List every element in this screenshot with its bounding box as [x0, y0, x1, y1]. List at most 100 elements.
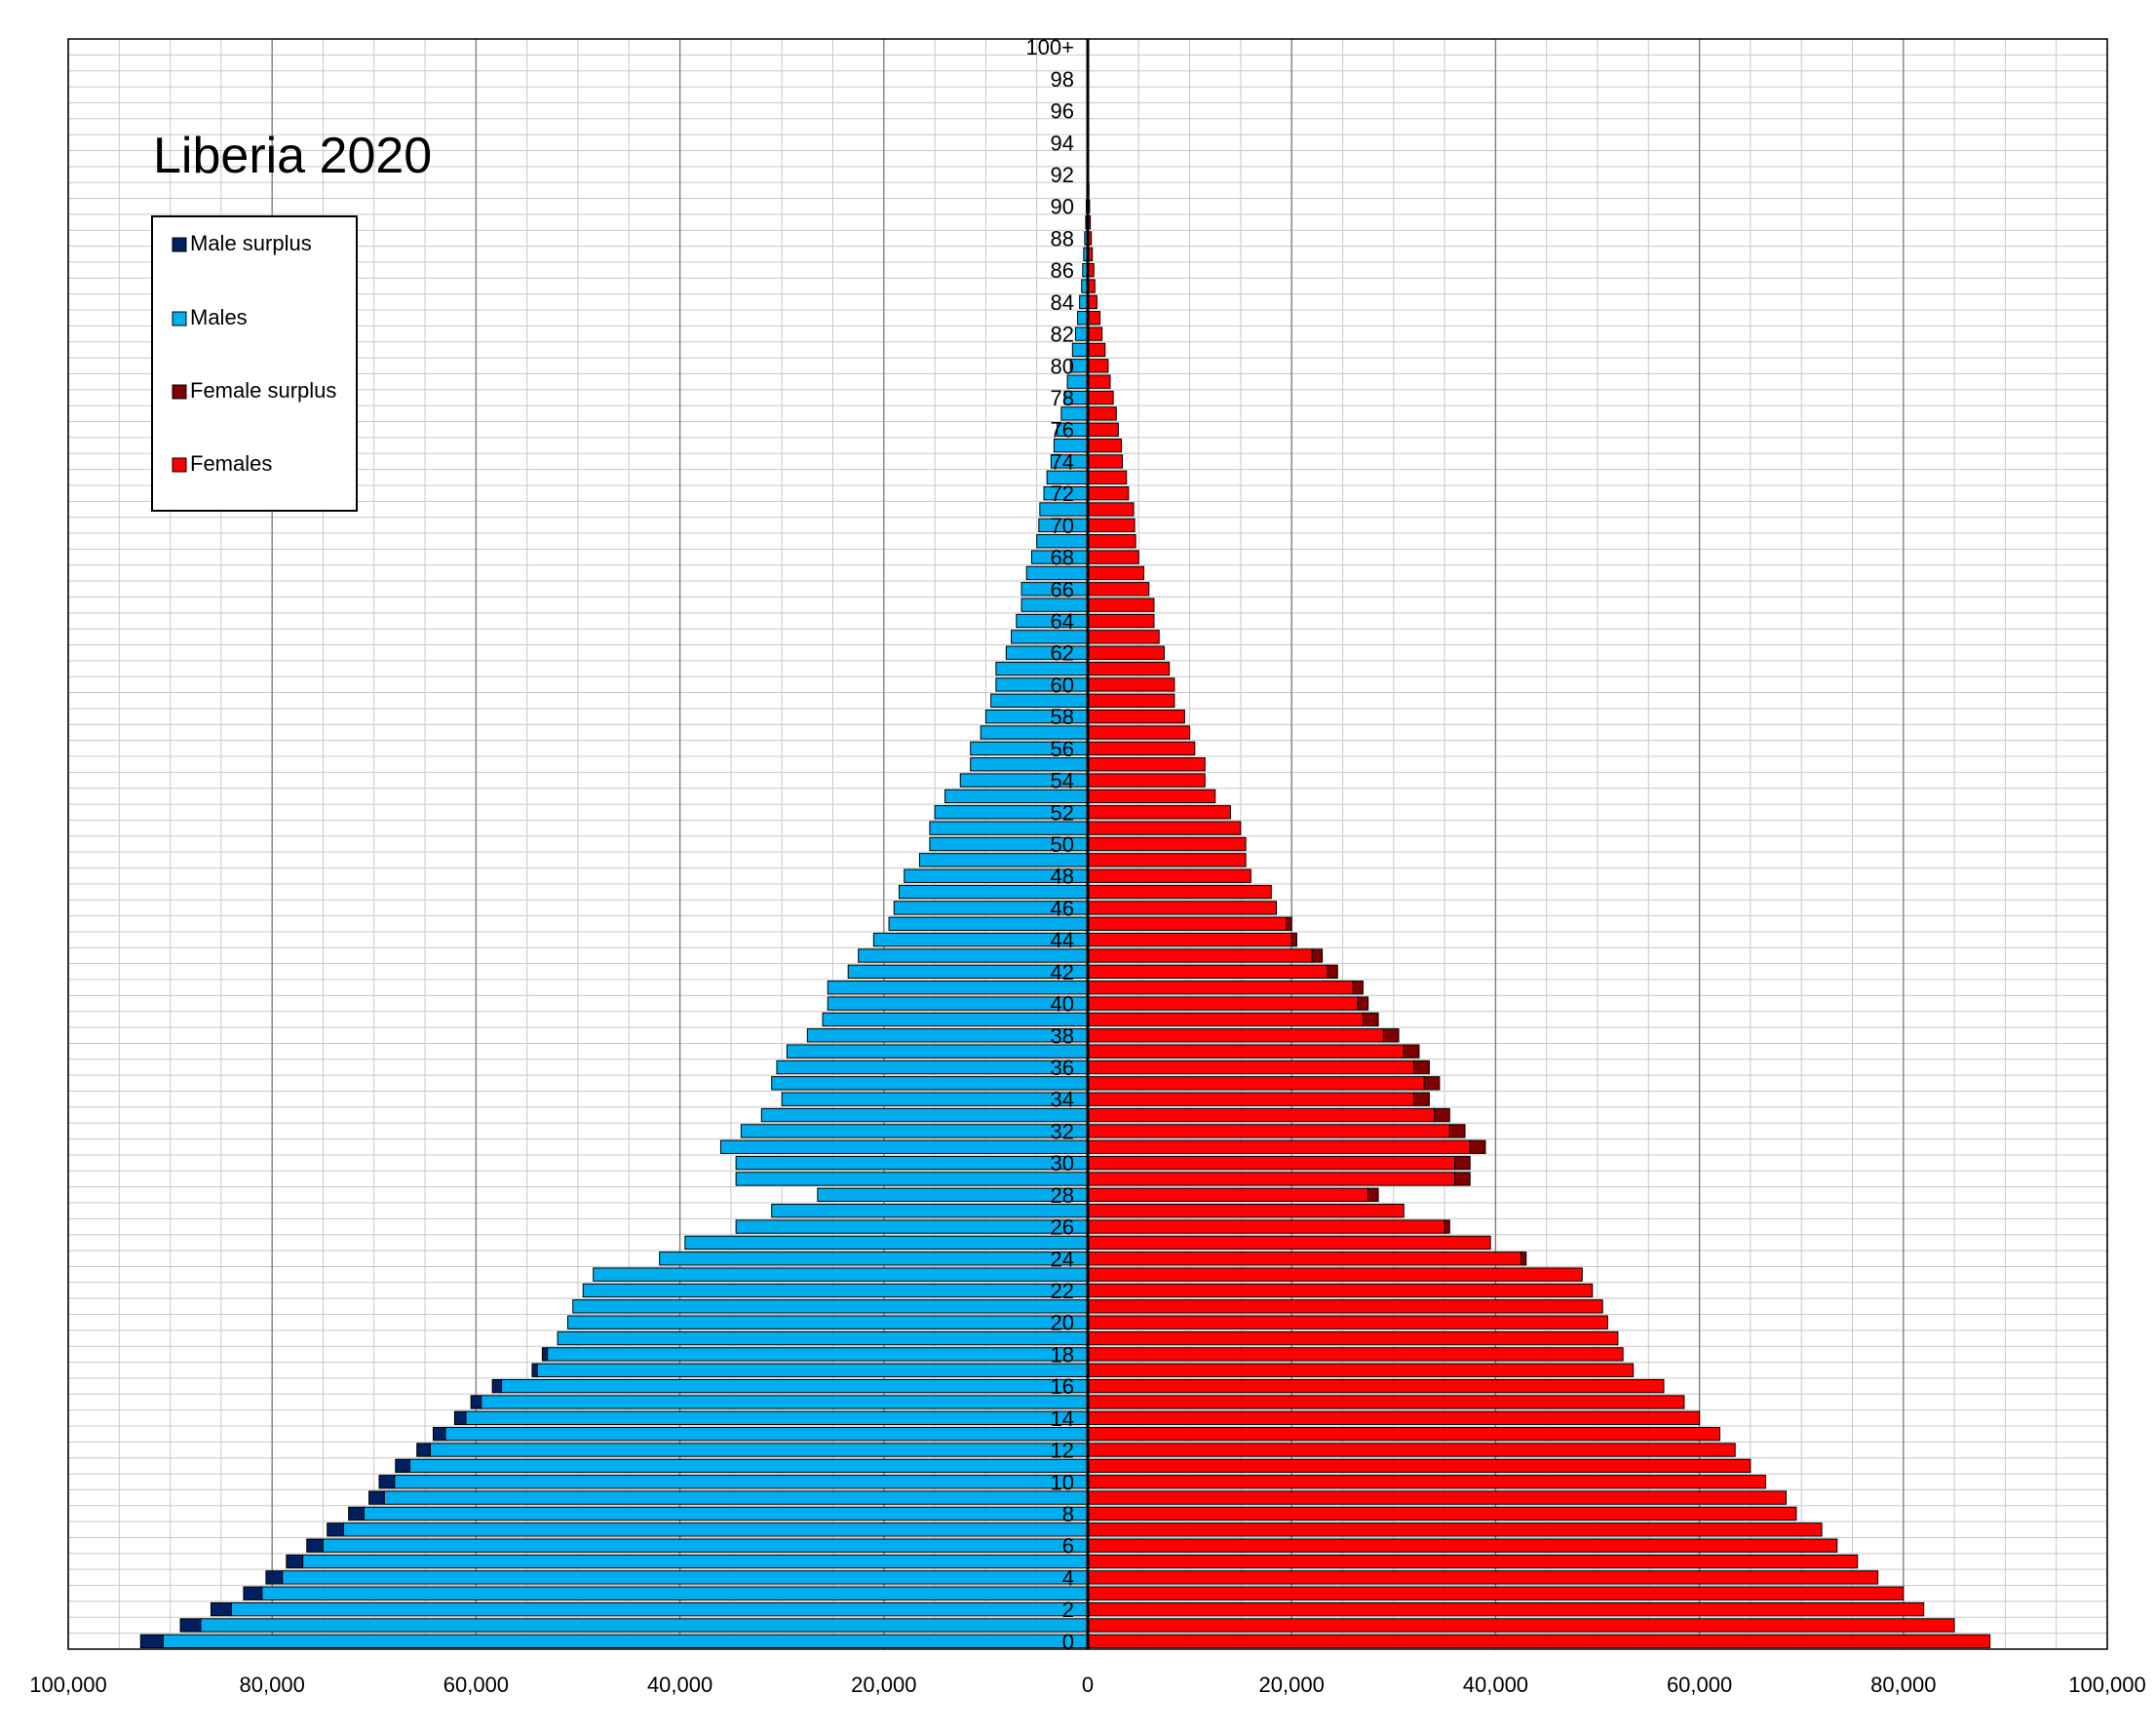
- bar-female-21: [1087, 1299, 1603, 1314]
- legend-swatch: [172, 457, 187, 473]
- bar-female-1: [1087, 1618, 1955, 1633]
- x-tick-label: 20,000: [1259, 1673, 1325, 1697]
- legend-label: Female surplus: [190, 378, 336, 403]
- bar-male-surplus-12: [416, 1443, 431, 1457]
- bar-male-11: [408, 1458, 1089, 1474]
- bar-male-23: [593, 1267, 1089, 1282]
- bar-male-surplus-7: [327, 1522, 344, 1537]
- bar-male-9: [383, 1490, 1089, 1505]
- bar-female-62: [1087, 645, 1165, 660]
- bar-female-47: [1087, 884, 1272, 900]
- bar-female-surplus-32: [1448, 1124, 1466, 1138]
- bar-female-69: [1087, 534, 1136, 549]
- age-label: 24: [1051, 1247, 1074, 1271]
- bar-male-surplus-18: [541, 1347, 549, 1362]
- legend-swatch: [172, 237, 187, 252]
- bar-male-30: [735, 1155, 1089, 1171]
- bar-female-63: [1087, 630, 1160, 644]
- age-label: 86: [1051, 258, 1074, 283]
- bar-female-50: [1087, 836, 1247, 852]
- bar-male-5: [302, 1554, 1089, 1569]
- bar-female-surplus-33: [1434, 1107, 1450, 1123]
- age-label: 96: [1051, 99, 1074, 124]
- age-label: 50: [1051, 832, 1074, 857]
- bar-female-57: [1087, 725, 1191, 740]
- bar-female-81: [1087, 342, 1106, 358]
- bar-female-30: [1087, 1155, 1456, 1171]
- bar-female-51: [1087, 821, 1242, 835]
- bar-male-33: [760, 1107, 1089, 1123]
- bar-female-61: [1087, 661, 1171, 676]
- age-label: 76: [1051, 418, 1074, 443]
- bar-female-41: [1087, 981, 1354, 995]
- bar-female-surplus-39: [1362, 1012, 1379, 1027]
- bar-female-surplus-29: [1454, 1172, 1471, 1186]
- bar-female-surplus-44: [1290, 932, 1297, 947]
- bar-female-54: [1087, 773, 1206, 788]
- bar-female-surplus-45: [1286, 916, 1292, 931]
- bar-female-46: [1087, 901, 1278, 915]
- bar-male-35: [771, 1076, 1089, 1091]
- bar-male-41: [827, 981, 1089, 995]
- age-label: 46: [1051, 896, 1074, 920]
- x-tick-label: 0: [1082, 1673, 1094, 1697]
- bar-female-70: [1087, 518, 1136, 533]
- bar-female-38: [1087, 1028, 1384, 1043]
- bar-female-surplus-30: [1454, 1155, 1471, 1171]
- bar-female-36: [1087, 1059, 1415, 1075]
- bar-female-52: [1087, 805, 1231, 820]
- bar-female-11: [1087, 1458, 1752, 1474]
- legend-label: Males: [190, 305, 248, 329]
- bars: [139, 40, 1991, 1648]
- bar-female-14: [1087, 1410, 1701, 1426]
- bar-male-81: [1071, 342, 1089, 358]
- bar-male-surplus-10: [378, 1475, 396, 1489]
- bar-female-surplus-41: [1352, 981, 1364, 995]
- age-label: 0: [1062, 1630, 1074, 1654]
- age-label: 22: [1051, 1279, 1074, 1303]
- bar-female-18: [1087, 1347, 1624, 1362]
- age-label: 44: [1051, 928, 1074, 952]
- bar-male-6: [323, 1538, 1089, 1553]
- bar-female-35: [1087, 1076, 1425, 1091]
- age-label: 94: [1051, 131, 1074, 155]
- bar-female-60: [1087, 677, 1175, 692]
- bar-male-surplus-16: [491, 1378, 503, 1394]
- bar-female-surplus-40: [1357, 996, 1369, 1011]
- age-label: 82: [1051, 323, 1074, 347]
- bar-male-17: [536, 1363, 1089, 1377]
- age-label: 20: [1051, 1311, 1074, 1335]
- bar-female-5: [1087, 1554, 1859, 1569]
- bar-female-surplus-26: [1444, 1219, 1450, 1234]
- bar-male-surplus-6: [306, 1538, 325, 1553]
- bar-male-surplus-11: [395, 1458, 410, 1474]
- age-label: 64: [1051, 609, 1074, 634]
- bar-male-38: [806, 1028, 1089, 1043]
- x-tick-label: 40,000: [1463, 1673, 1528, 1697]
- bar-female-3: [1087, 1586, 1905, 1600]
- bar-female-78: [1087, 390, 1114, 405]
- bar-female-10: [1087, 1475, 1767, 1489]
- legend-label: Male surplus: [190, 231, 312, 255]
- bar-female-surplus-28: [1367, 1187, 1379, 1203]
- bar-male-0: [162, 1634, 1089, 1648]
- bar-female-26: [1087, 1219, 1445, 1234]
- bar-male-31: [719, 1139, 1089, 1154]
- age-label: 66: [1051, 577, 1074, 601]
- age-label: 8: [1062, 1502, 1074, 1526]
- bar-male-13: [444, 1427, 1089, 1442]
- bar-female-72: [1087, 485, 1130, 501]
- bar-male-25: [684, 1235, 1089, 1251]
- x-tick-label: 60,000: [1667, 1673, 1732, 1697]
- bar-male-34: [781, 1092, 1089, 1106]
- bar-female-surplus-43: [1311, 948, 1324, 963]
- age-label: 52: [1051, 800, 1074, 825]
- bar-female-0: [1087, 1634, 1991, 1648]
- bar-female-27: [1087, 1204, 1405, 1218]
- legend-swatch: [172, 384, 187, 400]
- bar-male-surplus-3: [243, 1586, 263, 1600]
- bar-male-surplus-14: [453, 1410, 467, 1426]
- age-label: 12: [1051, 1439, 1074, 1463]
- age-label: 92: [1051, 163, 1074, 187]
- x-tick-label: 100,000: [2068, 1673, 2146, 1697]
